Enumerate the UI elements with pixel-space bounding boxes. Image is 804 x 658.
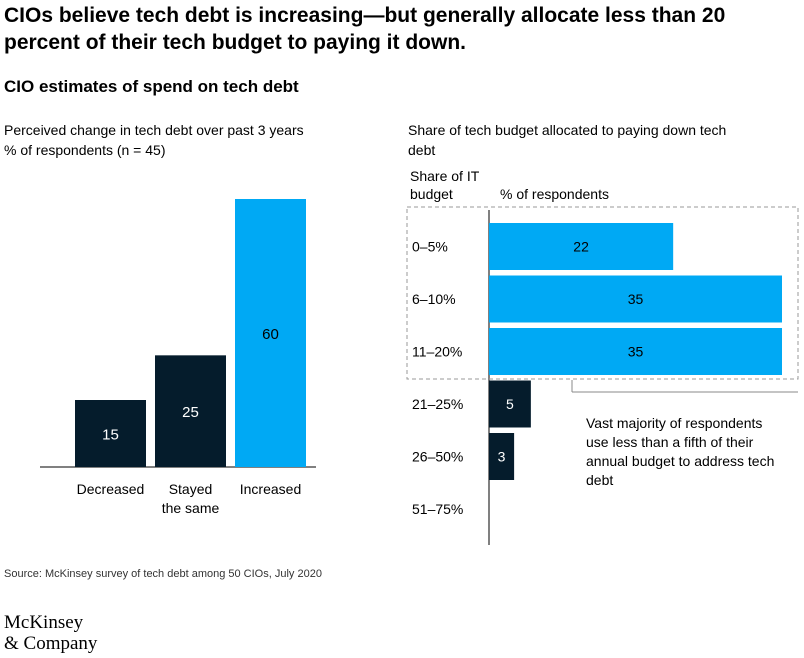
right-bar bbox=[489, 223, 674, 270]
annotation-text-line: debt bbox=[586, 472, 613, 488]
left-category-label: Decreased bbox=[77, 481, 145, 497]
chart-title: CIOs believe tech debt is increasing—but… bbox=[4, 4, 726, 54]
right-bar bbox=[489, 380, 531, 428]
right-bar-value-label: 35 bbox=[628, 291, 644, 307]
right-bar-value-label: 3 bbox=[498, 449, 506, 465]
mckinsey-logo: McKinsey & Company bbox=[4, 612, 97, 654]
right-category-label: 6–10% bbox=[412, 291, 456, 307]
highlight-dashed-box bbox=[406, 206, 799, 380]
logo-line-1: McKinsey bbox=[4, 612, 84, 633]
left-chart-ylabel: % of respondents (n = 45) bbox=[4, 142, 166, 158]
left-category-label: Stayed bbox=[169, 481, 213, 497]
right-bar bbox=[489, 328, 782, 375]
right-chart-title: Share of tech budget allocated to paying… bbox=[408, 122, 727, 158]
annotation-text-line: Vast majority of respondents bbox=[586, 415, 762, 431]
left-chart-title: Perceived change in tech debt over past … bbox=[4, 122, 304, 138]
right-bar bbox=[489, 275, 782, 323]
logo-line-2: & Company bbox=[4, 633, 98, 654]
annotation-text-line: annual budget to address tech bbox=[586, 453, 774, 469]
right-bar-value-label: 5 bbox=[506, 396, 514, 412]
right-bar bbox=[489, 433, 515, 480]
category-column-header: Share of IT budget bbox=[410, 168, 480, 202]
right-category-label: 0–5% bbox=[412, 239, 448, 255]
chart-subtitle: CIO estimates of spend on tech debt bbox=[4, 77, 299, 96]
left-bar-value-label: 60 bbox=[262, 326, 279, 343]
annotation-text: Vast majority of respondents use less tha… bbox=[586, 415, 774, 488]
left-category-label: Increased bbox=[240, 481, 301, 497]
left-bar bbox=[235, 199, 306, 467]
left-bar bbox=[75, 400, 146, 467]
right-category-label: 21–25% bbox=[412, 396, 463, 412]
left-bar bbox=[155, 355, 226, 467]
left-category-label: the same bbox=[162, 500, 220, 516]
right-bar-value-label: 35 bbox=[628, 344, 644, 360]
right-bar-value-label: 22 bbox=[573, 239, 589, 255]
right-category-label: 51–75% bbox=[412, 501, 463, 517]
left-bar-value-label: 15 bbox=[102, 427, 119, 444]
annotation-text-line: use less than a fifth of their bbox=[586, 434, 754, 450]
value-column-header: % of respondents bbox=[500, 186, 609, 202]
right-category-label: 26–50% bbox=[412, 449, 463, 465]
left-chart-header: Perceived change in tech debt over past … bbox=[4, 120, 384, 160]
source-note: Source: McKinsey survey of tech debt amo… bbox=[4, 568, 322, 580]
left-bar-value-label: 25 bbox=[182, 404, 199, 421]
right-category-label: 11–20% bbox=[412, 344, 462, 360]
